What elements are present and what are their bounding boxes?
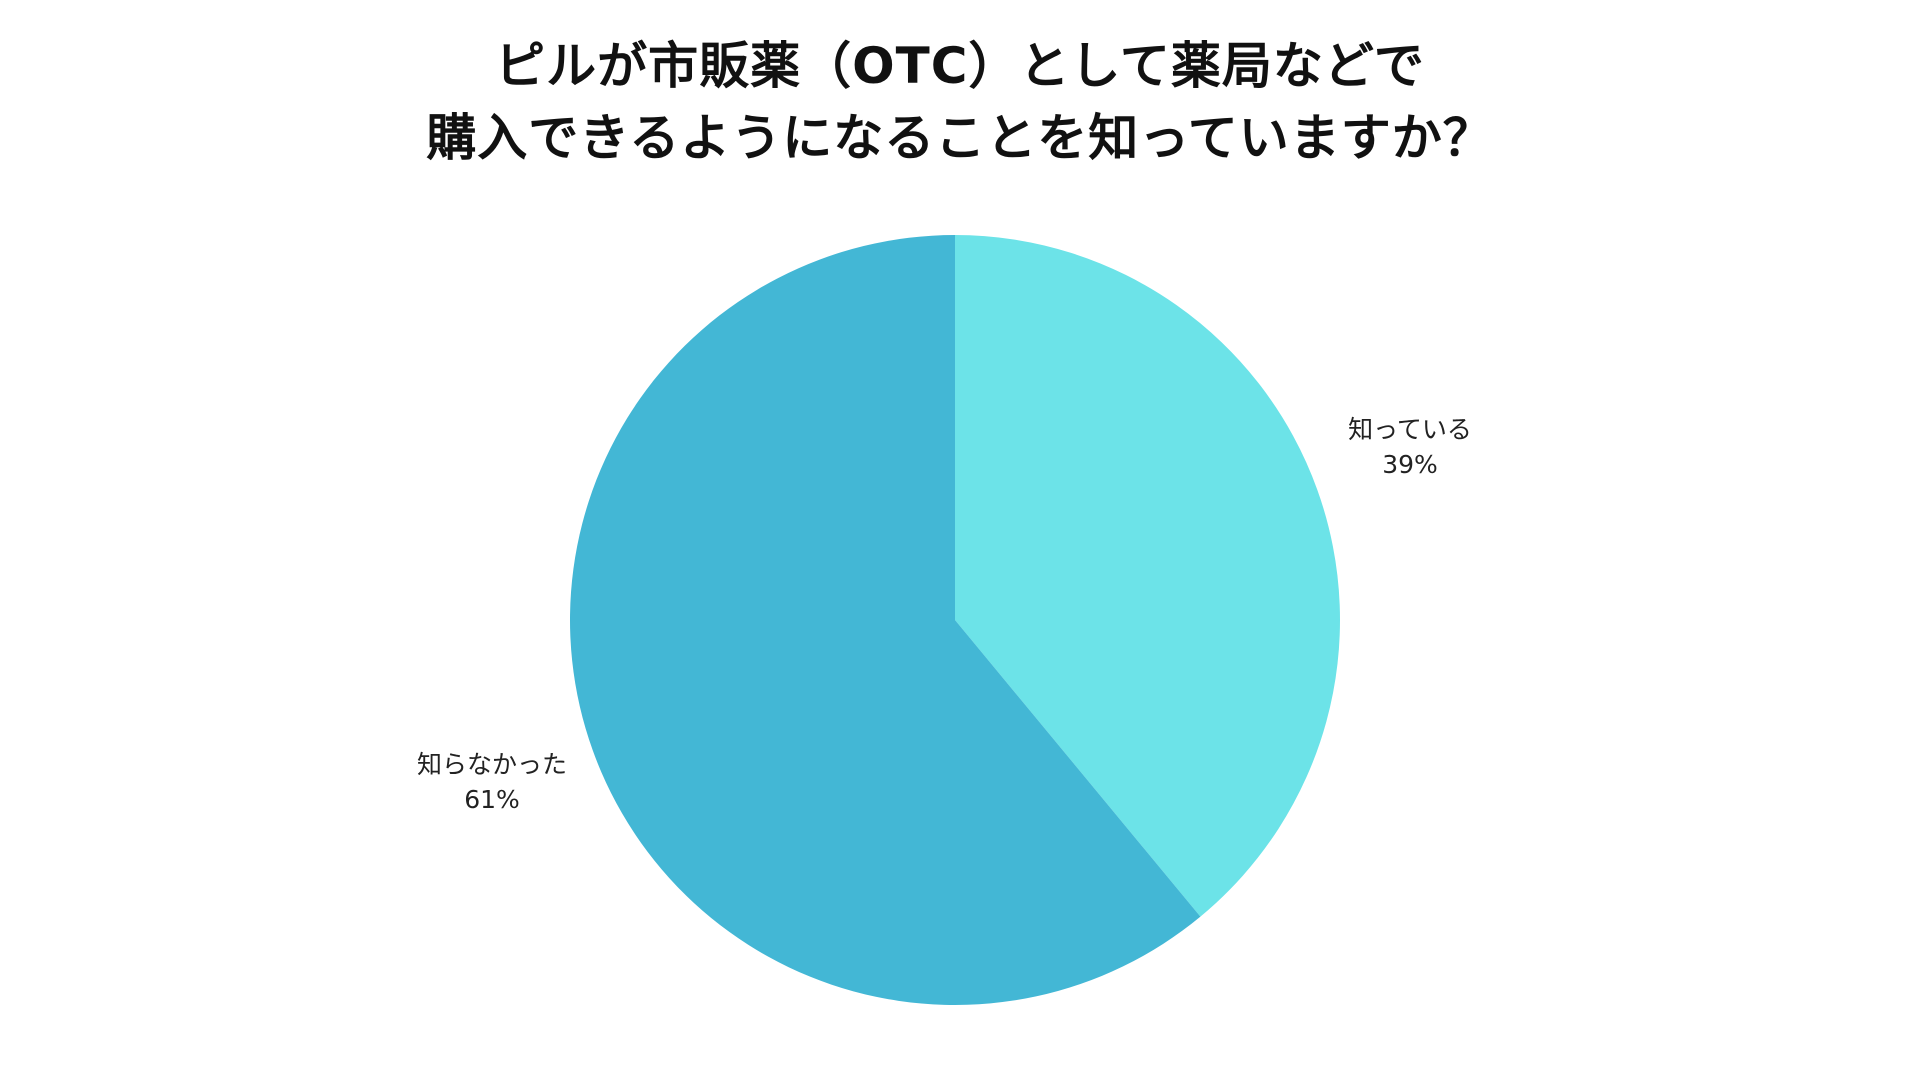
chart-title-line-2: 購入できるようになることを知っていますか？ <box>426 109 1494 167</box>
slice-value-label-1: 39% <box>1382 450 1438 479</box>
slice-value-label-2: 61% <box>464 785 520 814</box>
chart-title-line-1: ピルが市販薬（OTC）として薬局などで <box>495 37 1425 95</box>
pie-slice-2 <box>570 235 1201 1005</box>
slice-label-2: 知らなかった <box>417 750 567 779</box>
slice-label-1: 知っている <box>1348 415 1472 444</box>
pie-slice-1 <box>955 235 1341 917</box>
chart-title: ピルが市販薬（OTC）として薬局などで 購入できるようになることを知っていますか… <box>0 30 1920 174</box>
